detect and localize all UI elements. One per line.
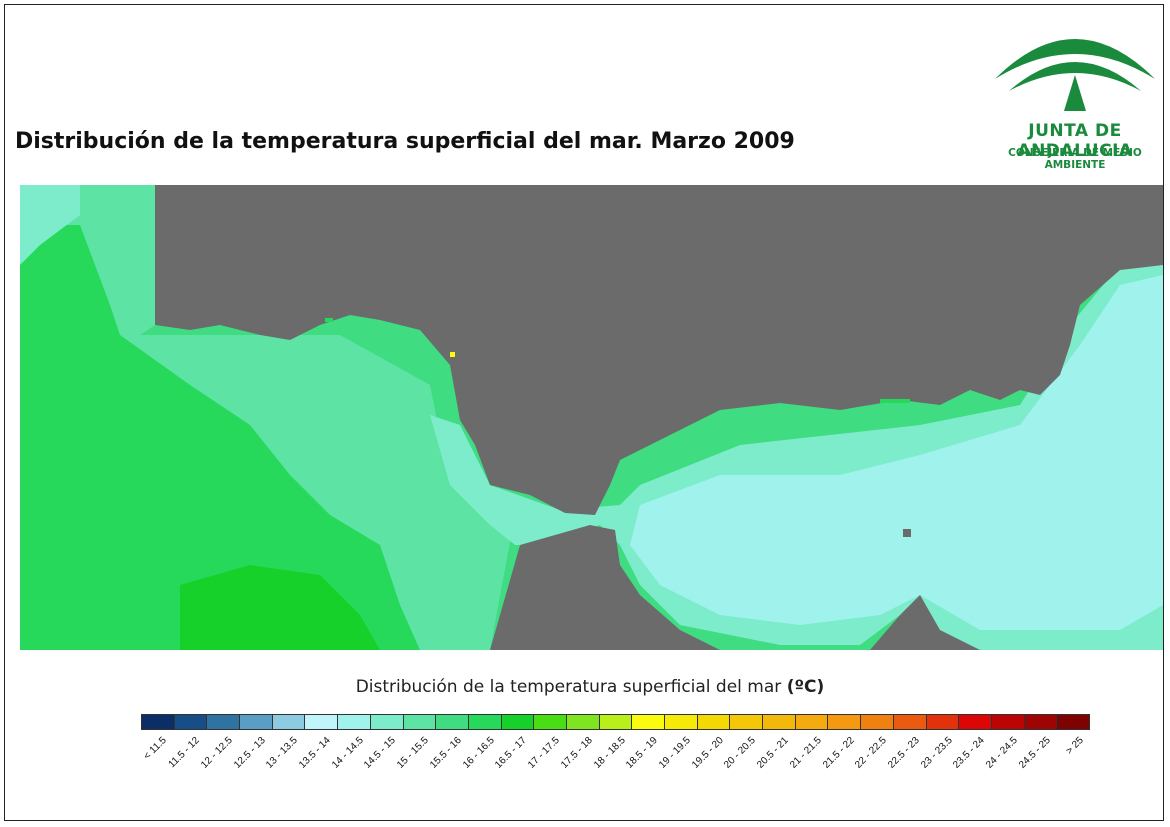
legend-swatch: [893, 715, 927, 729]
legend-swatch: [534, 715, 567, 729]
legend-tick-label: < 11.5: [142, 735, 170, 763]
legend-tick-label: 16 - 16.5: [460, 735, 497, 771]
legend-tick-label: 23 - 23.5: [918, 735, 955, 771]
legend-unit: (ºC): [786, 677, 825, 697]
legend-tick-label: 13.5 - 14: [297, 735, 333, 771]
legend-tick-label: 18 - 18.5: [591, 735, 628, 771]
legend-swatch: [763, 715, 796, 729]
legend-tick-label: > 25: [1063, 735, 1086, 757]
legend-tick-label: 21 - 21.5: [787, 735, 824, 771]
land-north-africa: [490, 525, 720, 650]
legend-tick-label: 19.5 - 20: [689, 735, 726, 771]
legend-swatch: [436, 715, 469, 729]
sea-temperature-map: [20, 185, 1163, 650]
legend-tick-label: 15.5 - 16: [427, 735, 464, 771]
legend-tick-label: 14.5 - 15: [362, 735, 399, 771]
logo-subtitle: CONSEJERÍA DE MEDIO AMBIENTE: [1008, 147, 1142, 171]
legend-tick-label: 12 - 12.5: [198, 735, 235, 771]
legend-swatch: [174, 715, 208, 729]
legend-tick-label: 20.5 - 21: [755, 735, 791, 771]
legend-tick-label: 16.5 - 17: [493, 735, 530, 771]
legend-swatch: [1057, 715, 1089, 729]
sea-warm-spot: [880, 399, 910, 403]
legend-swatch: [599, 715, 633, 729]
legend-swatch: [403, 715, 437, 729]
legend-swatch: [305, 715, 339, 729]
land-north-africa-east: [870, 595, 980, 650]
legend-tick-label: 24.5 - 25: [1016, 735, 1053, 771]
legend-swatch: [142, 715, 175, 729]
legend-swatch: [697, 715, 731, 729]
legend-swatch: [501, 715, 535, 729]
legend-swatch: [861, 715, 894, 729]
legend-swatch: [338, 715, 371, 729]
legend-tick-label: 22.5 - 23: [886, 735, 922, 771]
logo-name: JUNTA DE ANDALUCIA: [1017, 121, 1133, 161]
legend-swatch: [1024, 715, 1058, 729]
legend-tick-labels: < 11.5 11.5 - 12 12 - 12.5 12.5 - 13 13 - 13…: [141, 735, 1090, 795]
land-iberian-peninsula: [155, 185, 1163, 515]
sea-hotspot: [450, 352, 455, 357]
legend-tick-label: 24 - 24.5: [984, 735, 1020, 771]
page-frame: Distribución de la temperatura superfici…: [4, 4, 1164, 821]
legend-swatch: [468, 715, 502, 729]
legend-swatch: [272, 715, 306, 729]
legend-tick-label: 21.5 - 22: [820, 735, 857, 771]
legend-swatch: [991, 715, 1025, 729]
legend-swatch: [959, 715, 992, 729]
legend-title-text: Distribución de la temperatura superfici…: [355, 677, 782, 697]
legend-tick-label: 11.5 - 12: [166, 735, 202, 771]
legend-tick-label: 14 - 14.5: [329, 735, 366, 771]
sea-warm-spot: [325, 318, 333, 322]
sea-region-west-mid: [20, 225, 420, 650]
legend-swatch: [370, 715, 404, 729]
legend-tick-label: 22 - 22.5: [853, 735, 890, 771]
legend-colorbar: [141, 714, 1090, 730]
legend-swatch: [665, 715, 698, 729]
legend-swatch: [632, 715, 665, 729]
legend-title: Distribución de la temperatura superfici…: [5, 677, 1170, 697]
legend-swatch: [926, 715, 960, 729]
logo-junta-andalucia: JUNTA DE ANDALUCIA CONSEJERÍA DE MEDIO A…: [985, 19, 1165, 171]
legend-tick-label: 17 - 17.5: [526, 735, 562, 771]
legend-swatch: [795, 715, 829, 729]
legend-tick-label: 12.5 - 13: [231, 735, 268, 771]
legend-tick-label: 23.5 - 24: [951, 735, 988, 771]
legend-swatch: [730, 715, 764, 729]
land-islet: [903, 529, 911, 537]
sea-region-east-coolest: [630, 275, 1163, 630]
legend-tick-label: 13 - 13.5: [264, 735, 301, 771]
legend-tick-label: 19 - 19.5: [657, 735, 693, 771]
legend-swatch: [207, 715, 241, 729]
legend-swatch: [240, 715, 273, 729]
page-title: Distribución de la temperatura superfici…: [15, 129, 795, 154]
sea-region-west-cool: [20, 185, 80, 265]
logo-arc-icon: [995, 39, 1155, 111]
legend-tick-label: 15 - 15.5: [395, 735, 431, 771]
legend-swatch: [566, 715, 600, 729]
sea-region-west-peak: [180, 565, 380, 650]
legend-swatch: [828, 715, 862, 729]
legend-tick-label: 18.5 - 19: [624, 735, 660, 771]
legend-tick-label: 17.5 - 18: [558, 735, 595, 771]
legend-tick-label: 20 - 20.5: [722, 735, 759, 771]
